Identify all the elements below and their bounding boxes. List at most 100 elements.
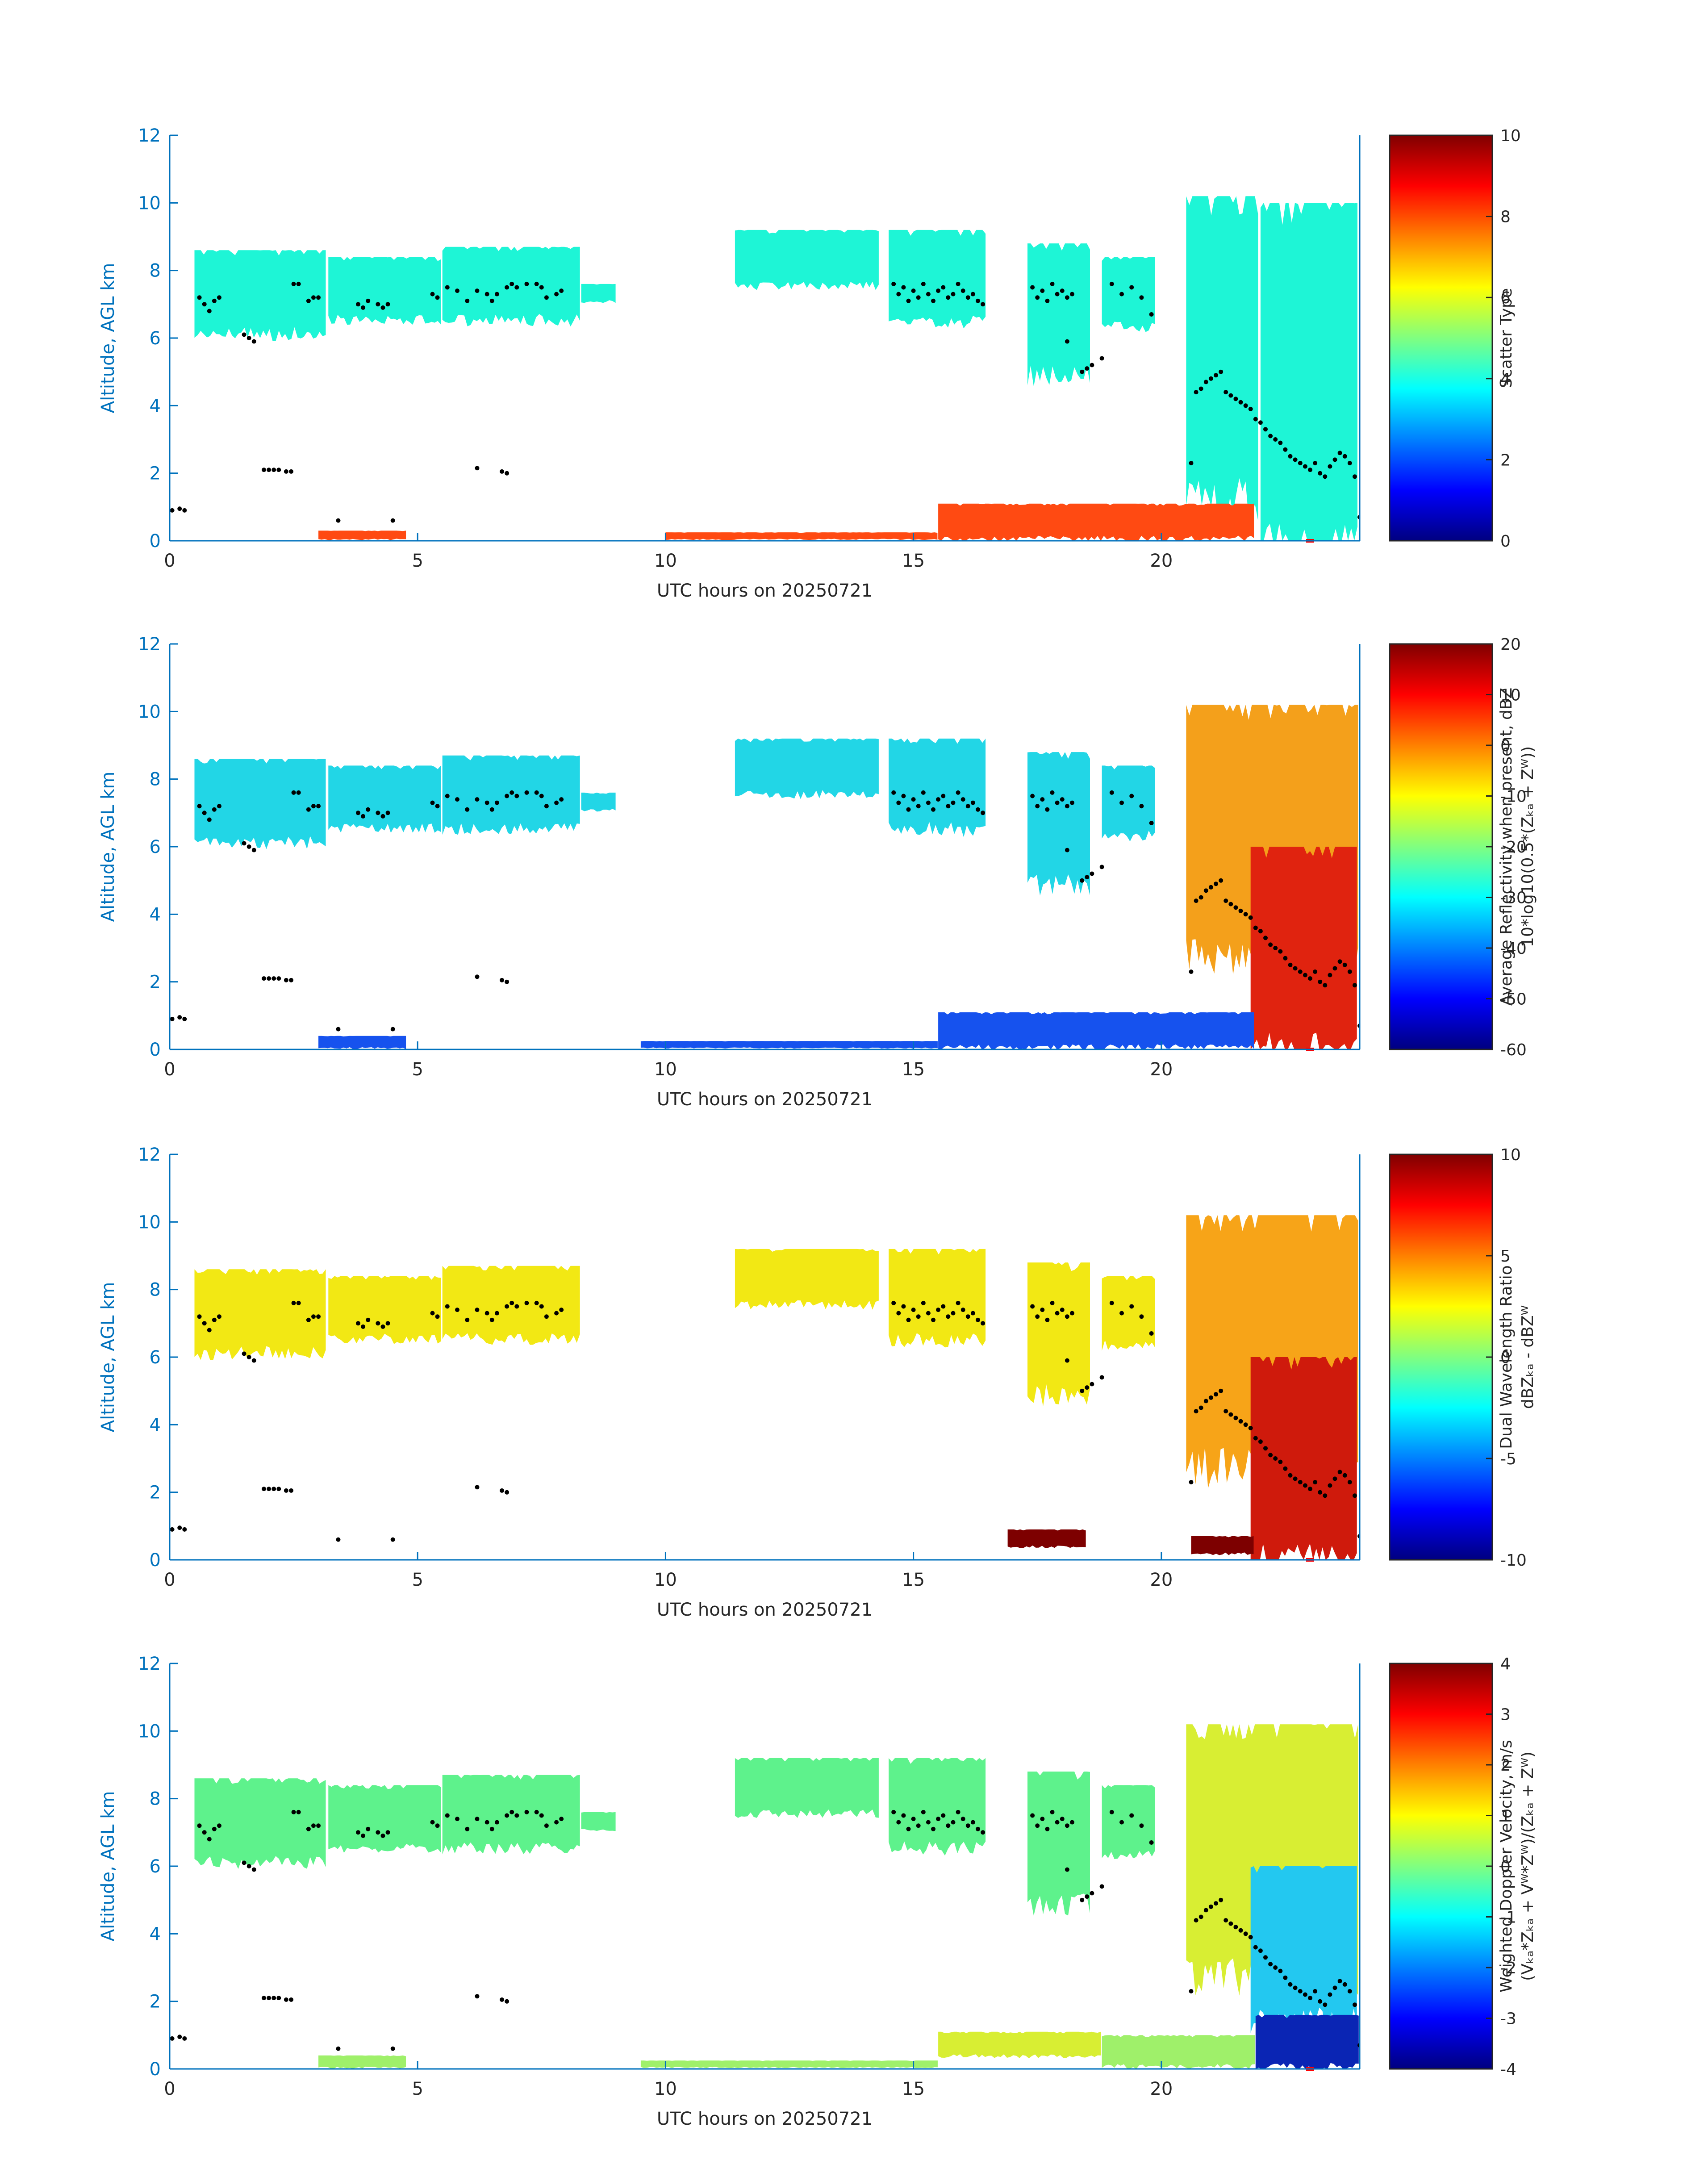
overlay-point: [390, 1027, 395, 1032]
field-region: [1007, 1529, 1086, 1548]
x-axis-label: UTC hours on 20250721: [657, 2109, 873, 2129]
overlay-point: [1352, 2002, 1357, 2007]
overlay-point: [1199, 1914, 1203, 1919]
overlay-point: [267, 976, 271, 981]
overlay-point: [554, 1311, 559, 1316]
overlay-point: [177, 1525, 182, 1530]
x-tick-label: 15: [902, 1570, 925, 1590]
y-tick-label: 12: [138, 125, 161, 146]
overlay-point: [1318, 979, 1323, 984]
overlay-point: [1253, 1436, 1258, 1441]
colorbar-tick-label: 0: [1500, 737, 1511, 755]
overlay-point: [1278, 440, 1283, 445]
overlay-point: [946, 295, 951, 300]
overlay-point: [1189, 969, 1194, 974]
overlay-point: [559, 288, 564, 293]
overlay-point: [1050, 1300, 1055, 1305]
overlay-point: [534, 1300, 539, 1305]
field-region: [1102, 765, 1155, 842]
overlay-point: [1065, 339, 1069, 344]
field-value--48: [318, 1012, 1254, 1049]
overlay-point: [207, 817, 212, 822]
overlay-point: [1258, 929, 1263, 934]
overlay-point: [1332, 457, 1337, 462]
overlay-point: [1243, 1931, 1248, 1936]
panel-1-data: [170, 196, 1360, 541]
overlay-point: [489, 1317, 494, 1322]
colorbar-tick-label: -10: [1500, 1551, 1527, 1570]
overlay-point: [901, 794, 906, 798]
overlay-point: [271, 976, 276, 981]
overlay-point: [212, 298, 217, 303]
overlay-point: [475, 1485, 480, 1490]
overlay-point: [514, 285, 519, 290]
overlay-point: [514, 794, 519, 798]
overlay-point: [891, 790, 896, 795]
overlay-point: [1129, 285, 1134, 290]
field-region: [640, 2060, 938, 2068]
overlay-point: [316, 1314, 321, 1319]
overlay-point: [1045, 1826, 1050, 1831]
field-region: [735, 738, 879, 799]
overlay-point: [514, 1304, 519, 1309]
overlay-point: [1243, 1422, 1248, 1427]
overlay-point: [960, 288, 965, 293]
overlay-point: [242, 1351, 246, 1356]
overlay-point: [941, 285, 946, 290]
overlay-point: [336, 2046, 341, 2051]
field-region: [1260, 203, 1357, 541]
panel-4-data: [170, 1724, 1360, 2069]
overlay-point: [1313, 1989, 1318, 1993]
overlay-point: [1318, 1999, 1323, 2004]
overlay-point: [1189, 1989, 1194, 1993]
overlay-point: [1278, 949, 1283, 954]
overlay-point: [1109, 790, 1114, 795]
overlay-point: [1214, 373, 1218, 378]
overlay-point: [1065, 1823, 1069, 1828]
overlay-point: [1347, 461, 1352, 465]
y-tick-label: 4: [150, 1924, 161, 1944]
overlay-point: [559, 1308, 564, 1312]
overlay-point: [356, 1830, 360, 1835]
overlay-point: [544, 1314, 549, 1319]
overlay-point: [435, 1823, 440, 1828]
overlay-point: [505, 1999, 509, 2004]
overlay-point: [1219, 1897, 1224, 1902]
field-region: [1250, 1866, 1357, 2033]
overlay-point: [891, 1809, 896, 1814]
y-tick-label: 4: [150, 396, 161, 416]
overlay-point: [1303, 464, 1307, 469]
overlay-point: [946, 1823, 951, 1828]
overlay-point: [306, 1317, 311, 1322]
overlay-point: [1273, 1456, 1278, 1461]
x-tick-label: 15: [902, 2079, 925, 2099]
overlay-point: [376, 811, 380, 815]
overlay-point: [534, 281, 539, 286]
overlay-point: [1313, 461, 1318, 465]
overlay-point: [1040, 797, 1045, 802]
overlay-point: [936, 797, 941, 802]
overlay-point: [1035, 1823, 1040, 1828]
overlay-point: [1199, 1405, 1203, 1410]
colorbar-tick-label: 5: [1500, 1247, 1511, 1266]
overlay-point: [489, 807, 494, 812]
overlay-point: [251, 848, 256, 852]
overlay-point: [554, 800, 559, 805]
overlay-point: [956, 1809, 960, 1814]
overlay-point: [445, 794, 450, 798]
overlay-point: [1263, 427, 1268, 432]
overlay-point: [197, 1823, 202, 1828]
overlay-point: [291, 790, 296, 795]
overlay-point: [539, 285, 544, 290]
overlay-point: [1224, 898, 1228, 903]
overlay-point: [1040, 1817, 1045, 1822]
y-tick-label: 6: [150, 328, 161, 349]
field-region: [328, 765, 441, 833]
overlay-point: [296, 281, 301, 286]
overlay-point: [494, 292, 499, 297]
overlay-point: [906, 1317, 911, 1322]
overlay-point: [901, 1813, 906, 1818]
panel-3: 0 2 4 6 8 10 12 0 5 10 15 20 UTC hours on 20250721 Al…: [98, 1145, 1537, 1620]
colorbar-label: Weighted Doppler Velocity, m/s: [1497, 1740, 1516, 1993]
